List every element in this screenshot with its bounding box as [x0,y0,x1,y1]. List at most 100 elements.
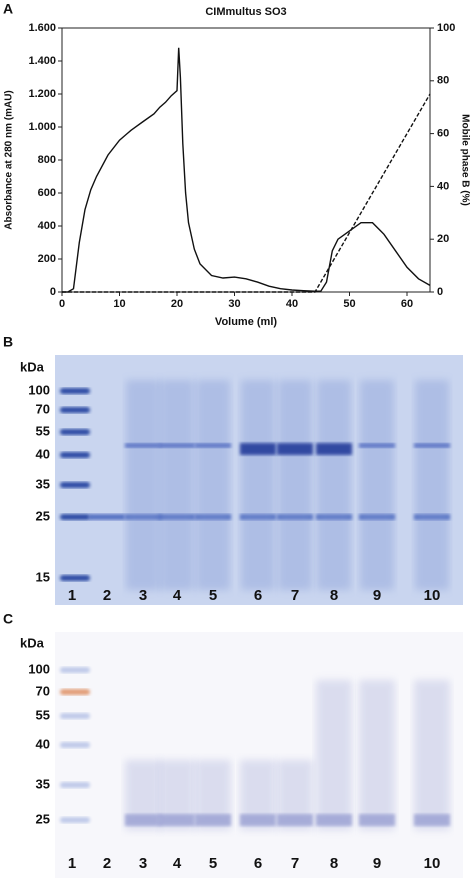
y-axis-label: Absorbance at 280 nm (mAU) [4,90,15,229]
band [89,514,125,520]
x-tick-label: 50 [343,298,355,310]
lane-label: 9 [373,855,381,872]
band [159,814,195,826]
lane-label: 6 [254,855,262,872]
lane-label: 8 [330,855,338,872]
lane-label: 6 [254,587,262,604]
smear [414,680,450,830]
x-tick-label: 0 [59,298,65,310]
lane-label: 2 [103,855,111,872]
band [316,443,352,455]
smear [359,680,395,830]
marker-band [60,575,90,581]
lane-label: 4 [173,855,182,872]
marker-label: 70 [36,683,50,698]
panel-label: A [3,1,13,17]
smear [278,380,312,590]
band [195,443,231,448]
lane-label: 3 [139,855,147,872]
marker-band [60,667,90,673]
marker-band [60,713,90,719]
marker-label: 25 [36,811,50,826]
lane-label: 9 [373,587,381,604]
marker-band [60,452,90,458]
plot-frame [61,27,431,293]
smear [360,380,394,590]
lane-label: 1 [68,855,76,872]
marker-label: 40 [36,736,50,751]
band [277,443,313,455]
y-tick-label: 400 [38,220,56,232]
band [195,814,231,826]
y-tick-label: 1.200 [28,88,56,100]
marker-band [60,514,90,520]
band [359,443,395,448]
band [125,443,161,448]
lane-label: 7 [291,587,299,604]
marker-band [60,742,90,748]
marker-band [60,429,90,435]
y-tick-label: 1.600 [28,22,56,34]
smear [196,380,230,590]
smear [415,380,449,590]
marker-label: 40 [36,446,50,461]
marker-label: 35 [36,476,50,491]
lane-label: 3 [139,587,147,604]
marker-label: 15 [36,569,50,584]
marker-band [60,817,90,823]
x-tick-label: 20 [171,298,183,310]
y-tick-label: 800 [38,154,56,166]
gel-bands [60,380,450,830]
smear [126,380,160,590]
y2-tick-label: 100 [437,22,455,34]
band [240,443,276,455]
marker-label: 35 [36,776,50,791]
lane-label: 5 [209,587,217,604]
y2-tick-label: 60 [437,128,449,140]
band [414,814,450,826]
band [159,443,195,448]
x-tick-label: 30 [228,298,240,310]
smear [160,380,194,590]
y-tick-label: 600 [38,187,56,199]
lane-label: 1 [68,587,76,604]
data-line [62,47,431,293]
marker-label: 25 [36,508,50,523]
marker-band [60,689,90,695]
y2-tick-label: 80 [437,75,449,87]
panel-label: B [3,334,13,350]
lane-label: 4 [173,587,182,604]
marker-label: 70 [36,401,50,416]
band [359,814,395,826]
unit-label: kDa [20,635,45,650]
y-tick-label: 1.000 [28,121,56,133]
x-axis-label: Volume (ml) [215,316,277,328]
marker-band [60,407,90,413]
smear [317,380,351,590]
marker-band [60,388,90,394]
marker-band [60,482,90,488]
data-line [62,93,431,293]
lane-label: 2 [103,587,111,604]
band [125,814,161,826]
marker-label: 100 [28,661,50,676]
band [414,443,450,448]
y-tick-label: 200 [38,253,56,265]
band [277,814,313,826]
band [316,814,352,826]
y-tick-label: 0 [50,286,56,298]
x-tick-label: 60 [401,298,413,310]
x-tick-label: 40 [286,298,298,310]
lane-label: 8 [330,587,338,604]
marker-band [60,782,90,788]
lane-label: 5 [209,855,217,872]
y2-tick-label: 20 [437,233,449,245]
marker-label: 55 [36,707,50,722]
marker-label: 100 [28,382,50,397]
lane-label: 7 [291,855,299,872]
lane-label: 10 [424,587,441,604]
chart-title: CIMmultus SO3 [205,6,286,18]
y2-axis-label: Mobile phase B (%) [459,114,470,206]
band [240,814,276,826]
